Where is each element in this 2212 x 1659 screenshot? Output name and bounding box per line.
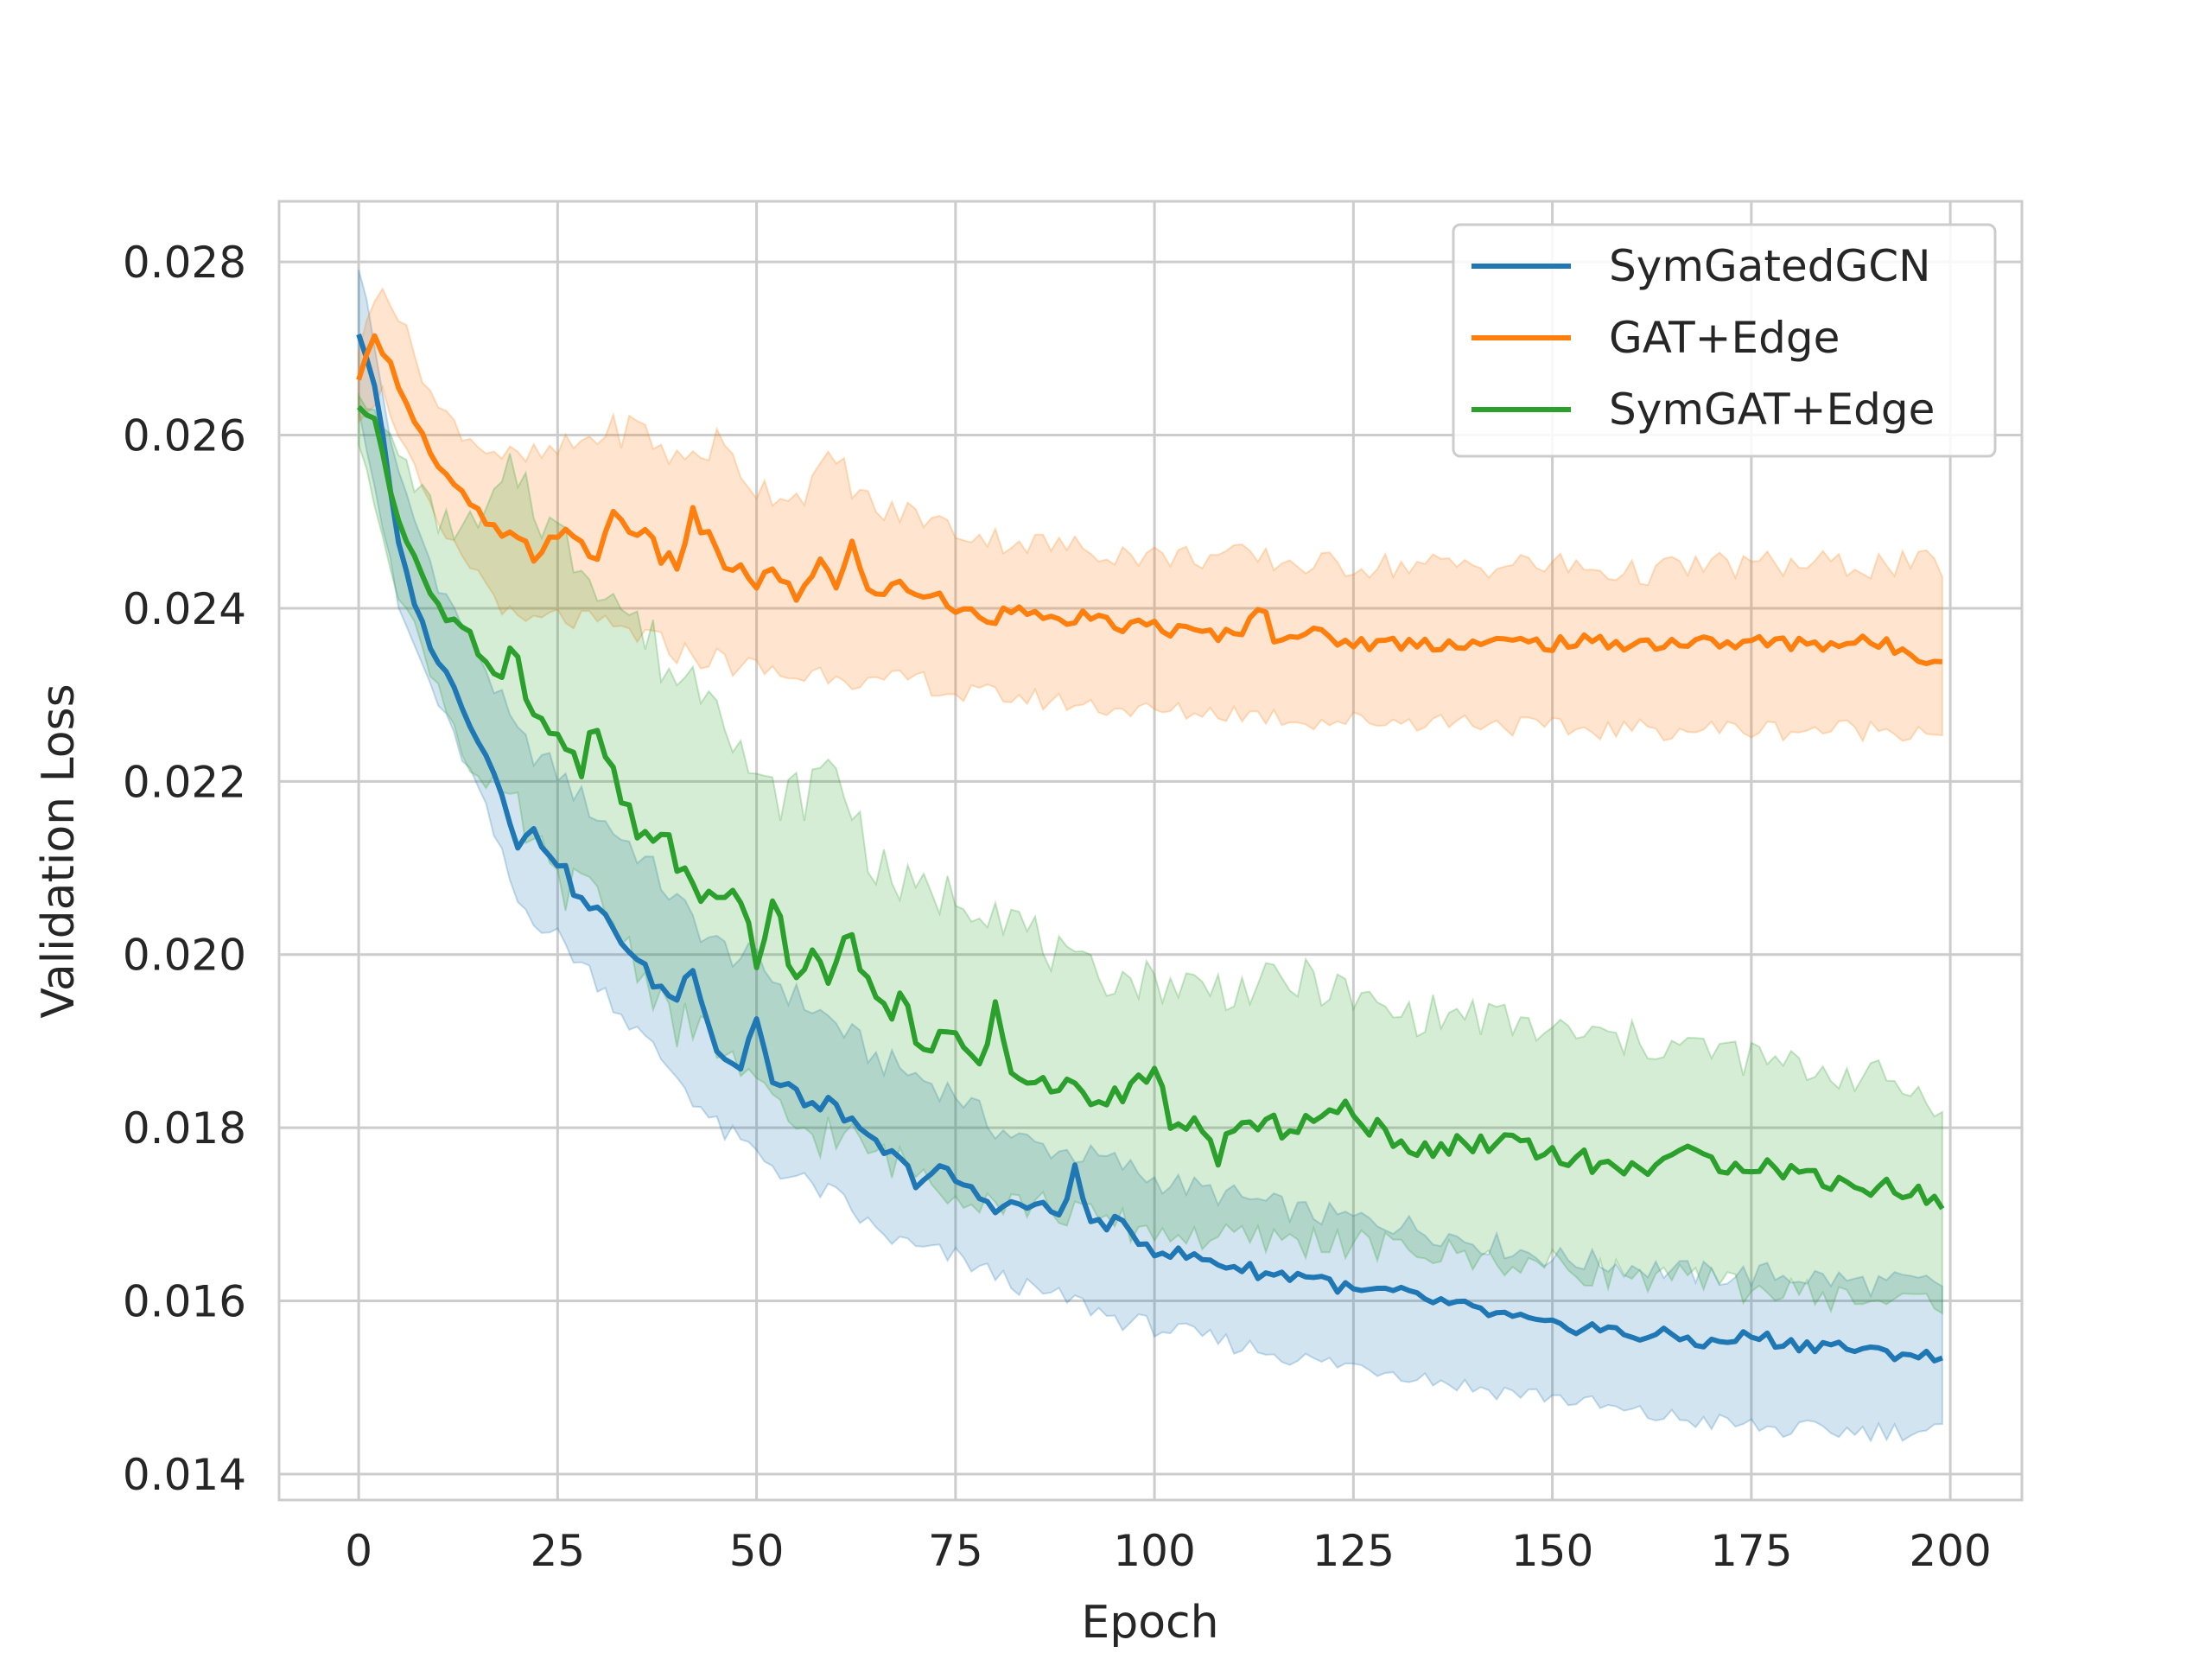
x-tick-label: 150 bbox=[1511, 1526, 1593, 1576]
y-tick-labels: 0.014 0.016 0.018 0.020 0.022 0.024 0.026 0.028 bbox=[123, 238, 246, 1500]
x-tick-label: 50 bbox=[729, 1526, 785, 1576]
y-tick-label: 0.020 bbox=[123, 931, 246, 981]
x-tick-label: 0 bbox=[345, 1526, 372, 1576]
series-line bbox=[356, 333, 1943, 666]
confidence-band bbox=[358, 270, 1943, 1443]
x-tick-label: 200 bbox=[1909, 1526, 1991, 1576]
legend-label: SymGatedGCN bbox=[1609, 241, 1931, 291]
series-line bbox=[356, 334, 1943, 1363]
x-tick-label: 100 bbox=[1113, 1526, 1195, 1576]
y-tick-label: 0.028 bbox=[123, 238, 246, 288]
legend: SymGatedGCN GAT+Edge SymGAT+Edge bbox=[1452, 223, 1997, 458]
x-tick-label: 125 bbox=[1313, 1526, 1395, 1576]
x-axis-label: Epoch bbox=[1081, 1597, 1218, 1649]
y-tick-label: 0.016 bbox=[123, 1277, 246, 1327]
legend-label: GAT+Edge bbox=[1609, 313, 1840, 363]
x-tick-label: 25 bbox=[531, 1526, 586, 1576]
y-tick-label: 0.018 bbox=[123, 1103, 246, 1154]
legend-label: SymGAT+Edge bbox=[1609, 385, 1935, 435]
legend-box bbox=[1452, 223, 1997, 458]
y-tick-label: 0.024 bbox=[123, 584, 246, 634]
y-tick-label: 0.022 bbox=[123, 757, 246, 807]
x-tick-label: 75 bbox=[928, 1526, 983, 1576]
x-tick-label: 175 bbox=[1710, 1526, 1792, 1576]
y-tick-label: 0.014 bbox=[123, 1450, 246, 1500]
y-axis-label: Validation Loss bbox=[33, 683, 85, 1018]
y-tick-label: 0.026 bbox=[123, 411, 246, 461]
x-tick-labels: 0 25 50 75 100 125 150 175 200 bbox=[345, 1526, 1992, 1576]
plot-frame bbox=[277, 200, 2024, 1502]
series-lines bbox=[356, 333, 1945, 1363]
confidence-band bbox=[358, 286, 1943, 743]
series-line bbox=[356, 404, 1945, 1211]
